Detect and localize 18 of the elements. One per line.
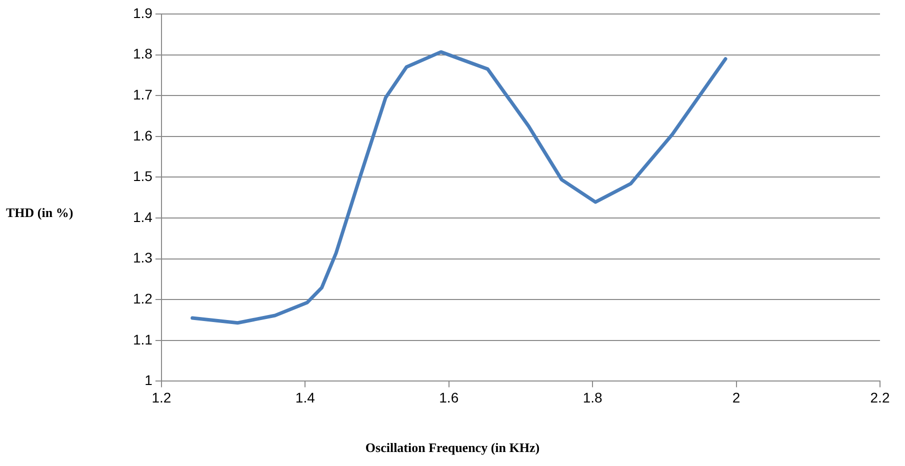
x-tick-label: 1.6 [439, 389, 459, 406]
y-tick-label: 1.1 [132, 331, 153, 348]
y-tick-label: 1.3 [132, 250, 153, 266]
x-tick-label: 2 [732, 389, 740, 406]
y-tick-label: 1.7 [132, 86, 153, 102]
y-tick-label: 1.4 [132, 208, 153, 225]
x-tick-label: 2.2 [870, 389, 890, 406]
x-axis-title: Oscillation Frequency (in KHz) [364, 440, 541, 456]
x-tick-label: 1.2 [152, 389, 172, 406]
y-tick-label: 1.5 [132, 168, 153, 184]
y-tick-label: 1.8 [132, 46, 153, 62]
x-tick-label: 1.8 [582, 389, 603, 406]
y-tick-label: 1.9 [132, 4, 153, 21]
y-tick-label: 1.2 [132, 290, 153, 306]
x-tick-label: 1.4 [295, 389, 316, 406]
y-axis-title: THD (in %) [6, 205, 74, 221]
y-tick-label: 1 [144, 372, 153, 388]
y-tick-label: 1.6 [132, 127, 153, 144]
